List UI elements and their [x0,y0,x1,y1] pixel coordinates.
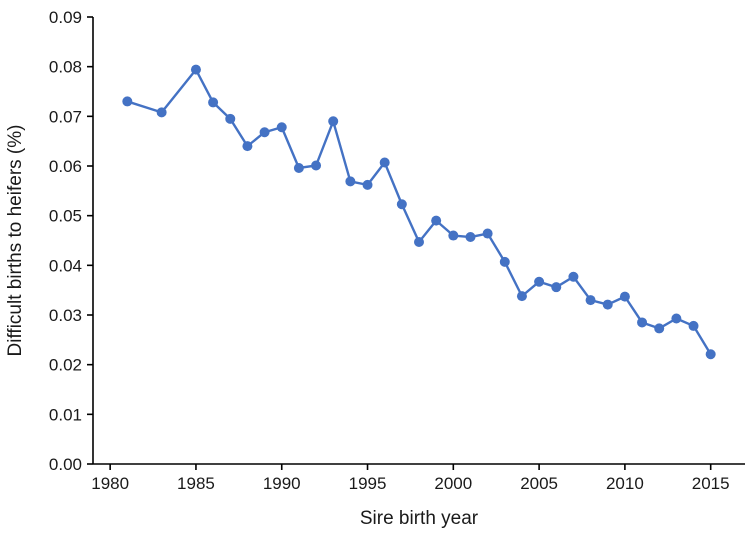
x-axis-ticks: 1980 1985 1990 1995 2000 2005 2010 2015 [91,464,730,493]
x-tick-label: 1995 [349,474,387,493]
x-tick-label: 2010 [606,474,644,493]
data-point [705,349,716,360]
y-tick-label: 0.02 [49,356,82,375]
x-tick-label: 1990 [263,474,301,493]
y-tick-label: 0.09 [49,8,82,27]
data-point [568,271,579,282]
data-point [482,228,493,239]
data-point [516,291,527,302]
y-tick-label: 0.03 [49,306,82,325]
data-point [671,313,682,324]
y-axis-ticks: 0.00 0.01 0.02 0.03 0.04 0.05 0.06 0.07 0.08 0.09 [49,8,93,474]
y-tick-label: 0.04 [49,256,82,275]
x-tick-label: 2000 [434,474,472,493]
data-point [619,291,630,302]
data-point [190,64,201,75]
plot-area [122,64,716,360]
y-axis-title: Difficult births to heifers (%) [5,125,26,357]
data-point [208,97,219,108]
data-point [259,127,270,138]
y-tick-label: 0.08 [49,58,82,77]
data-point [242,141,253,152]
data-point [654,323,665,334]
x-axis-title: Sire birth year [360,508,479,529]
y-tick-label: 0.01 [49,405,82,424]
data-point [448,230,459,241]
data-point [602,299,613,310]
data-point [345,176,356,187]
data-point [396,199,407,210]
y-tick-label: 0.00 [49,455,82,474]
data-point [379,157,390,168]
data-point [465,232,476,243]
y-tick-label: 0.07 [49,107,82,126]
series-line [126,68,712,355]
data-point [688,320,699,331]
data-point [311,160,322,171]
x-tick-label: 2005 [520,474,558,493]
x-tick-label: 1980 [91,474,129,493]
data-point [225,113,236,124]
data-point [431,215,442,226]
y-tick-label: 0.06 [49,157,82,176]
x-tick-label: 2015 [692,474,730,493]
data-point [362,179,373,190]
data-point [414,236,424,247]
data-point [328,116,339,127]
y-tick-label: 0.05 [49,207,82,226]
x-tick-label: 1985 [177,474,215,493]
data-point [122,96,133,107]
data-point [156,107,167,118]
data-point [499,256,510,267]
data-point [293,162,304,173]
data-point [551,282,562,293]
data-point [534,276,545,287]
data-point [637,317,648,328]
data-point [276,122,287,133]
data-point [585,295,596,306]
